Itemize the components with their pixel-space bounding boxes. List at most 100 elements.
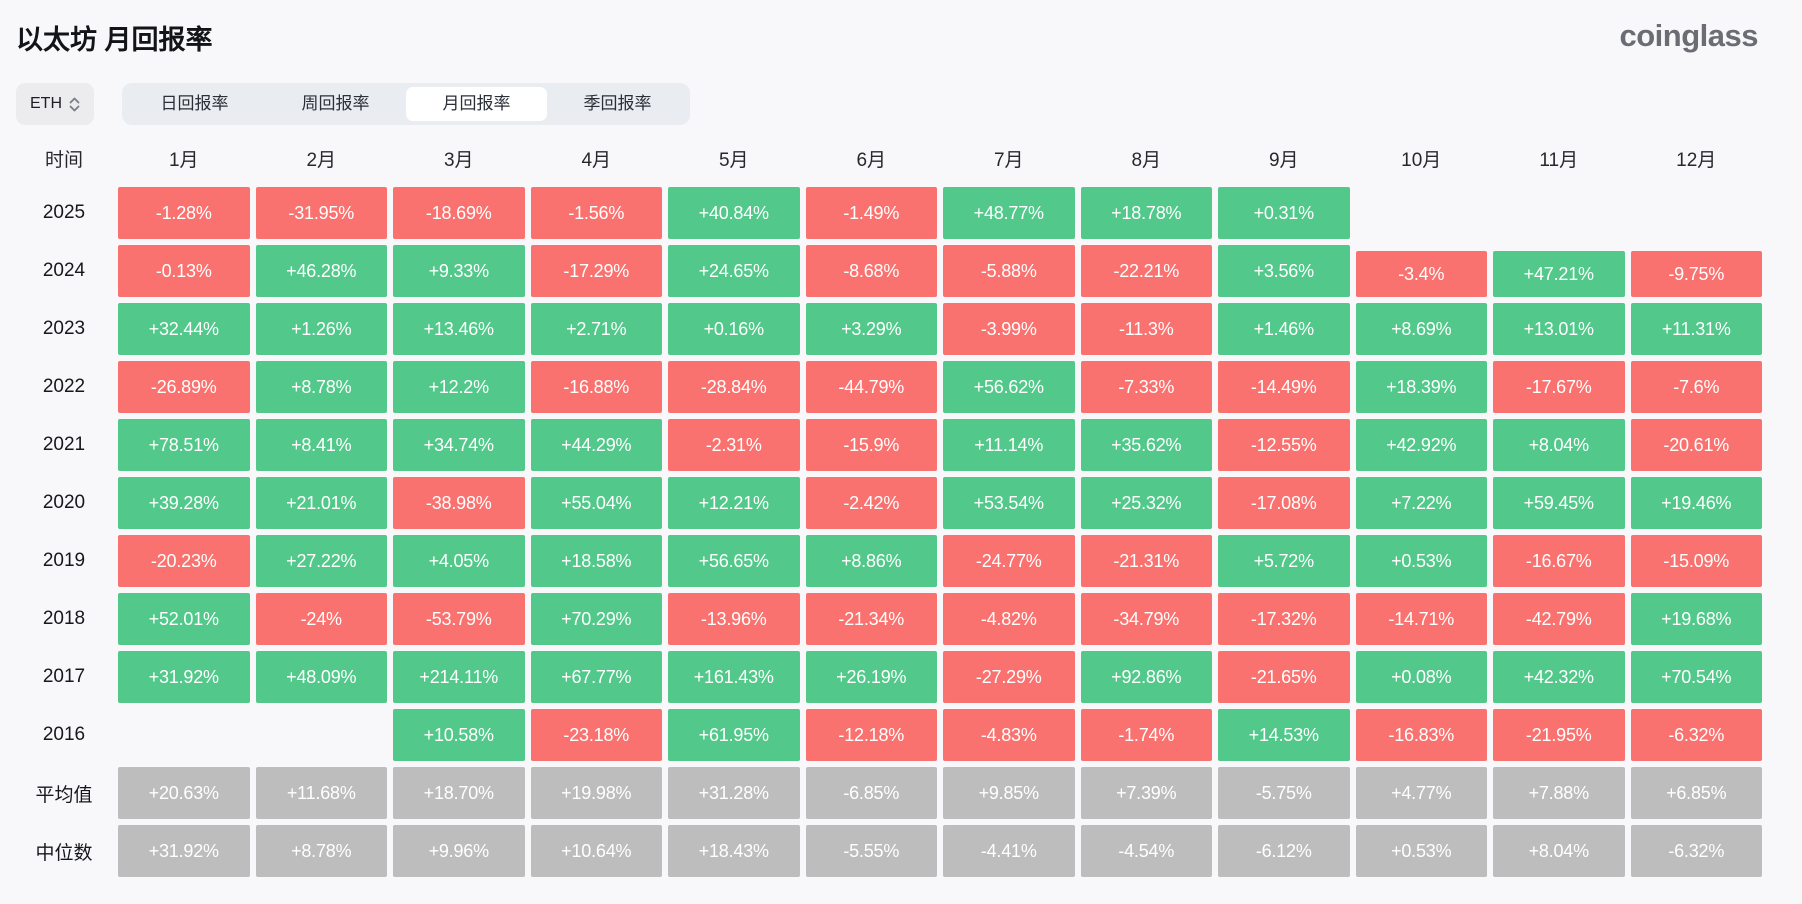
column-header-month: 5月 xyxy=(718,149,749,171)
return-cell: -5.55% xyxy=(805,825,937,877)
return-cell: +20.63% xyxy=(118,767,250,819)
return-cell: +0.53% xyxy=(1355,535,1487,587)
return-cell: +161.43% xyxy=(668,651,800,703)
return-cell: -4.83% xyxy=(943,709,1075,761)
return-cell: +35.62% xyxy=(1080,419,1212,471)
row-label: 中位数 xyxy=(35,842,93,864)
return-cell: +9.96% xyxy=(393,825,525,877)
return-cell: -17.67% xyxy=(1493,361,1625,413)
return-cell: +11.68% xyxy=(255,767,387,819)
return-cell: +12.21% xyxy=(668,477,800,529)
return-cell: -15.9% xyxy=(805,419,937,471)
column-header-month: 11月 xyxy=(1539,149,1579,171)
return-cell: +47.21% xyxy=(1493,251,1625,297)
column-header-month: 4月 xyxy=(581,149,612,171)
tab-monthly-return[interactable]: 月回报率 xyxy=(406,87,547,121)
column-header-time: 时间 xyxy=(44,149,83,171)
return-cell: +34.74% xyxy=(393,419,525,471)
coinglass-logo[interactable]: coinglass xyxy=(1619,18,1759,53)
return-cell: +18.70% xyxy=(393,767,525,819)
empty-cell xyxy=(1493,187,1625,239)
return-cell: -4.82% xyxy=(943,593,1075,645)
return-cell: +11.14% xyxy=(943,419,1075,471)
column-header-month: 1月 xyxy=(168,149,199,171)
return-cell: +8.04% xyxy=(1493,825,1625,877)
return-cell: -6.32% xyxy=(1630,709,1762,761)
return-cell: +59.45% xyxy=(1493,477,1625,529)
return-cell: +14.53% xyxy=(1218,709,1350,761)
return-cell: +48.77% xyxy=(943,187,1075,239)
symbol-select[interactable]: ETH xyxy=(16,83,94,125)
return-cell: +52.01% xyxy=(118,593,250,645)
return-cell: +78.51% xyxy=(118,419,250,471)
return-cell: -6.12% xyxy=(1218,825,1350,877)
return-cell: +21.01% xyxy=(255,477,387,529)
return-cell: +13.46% xyxy=(393,303,525,355)
return-cell: +56.62% xyxy=(943,361,1075,413)
column-header-month: 8月 xyxy=(1131,149,1162,171)
tab-daily-return[interactable]: 日回报率 xyxy=(160,94,229,113)
return-cell: +44.29% xyxy=(530,419,662,471)
return-cell: -34.79% xyxy=(1080,593,1212,645)
return-cell: -5.88% xyxy=(943,245,1075,297)
tab-quarterly-return[interactable]: 季回报率 xyxy=(583,94,652,113)
return-cell: +19.68% xyxy=(1630,593,1762,645)
return-cell: -8.68% xyxy=(805,245,937,297)
return-cell: +48.09% xyxy=(255,651,387,703)
return-cell: -17.32% xyxy=(1218,593,1350,645)
return-cell: -24.77% xyxy=(943,535,1075,587)
return-cell: +31.28% xyxy=(668,767,800,819)
table-row: 2016 +10.58% -23.18% +61.95% -12.18% -4.83% -1… xyxy=(16,709,1762,761)
return-cell: +27.22% xyxy=(255,535,387,587)
return-cell: +3.29% xyxy=(805,303,937,355)
return-cell: +42.92% xyxy=(1355,419,1487,471)
return-cell: +8.78% xyxy=(255,361,387,413)
row-label: 2017 xyxy=(42,666,86,687)
return-cell: +92.86% xyxy=(1080,651,1212,703)
return-cell: +53.54% xyxy=(943,477,1075,529)
return-cell: +10.58% xyxy=(393,709,525,761)
empty-cell xyxy=(256,709,388,761)
return-cell: +70.29% xyxy=(530,593,662,645)
return-cell: +0.08% xyxy=(1355,651,1487,703)
return-cell: -53.79% xyxy=(393,593,525,645)
return-cell: +9.33% xyxy=(393,245,525,297)
column-header-month: 12月 xyxy=(1676,149,1717,171)
column-header-month: 2月 xyxy=(306,149,337,171)
return-cell: -2.42% xyxy=(805,477,937,529)
return-cell: -1.56% xyxy=(530,187,662,239)
return-cell: -5.75% xyxy=(1218,767,1350,819)
return-cell: -24% xyxy=(255,593,387,645)
row-label: 2020 xyxy=(42,492,86,513)
return-cell: -12.55% xyxy=(1218,419,1350,471)
table-row: 中位数 +31.92% +8.78% +9.96% +10.64% +18.43% -5.5… xyxy=(16,825,1762,877)
tab-weekly-return[interactable]: 周回报率 xyxy=(301,94,370,113)
return-cell: +8.04% xyxy=(1493,419,1625,471)
return-cell: +18.58% xyxy=(530,535,662,587)
page: 以太坊 月回报率 coinglass ETH 日回报率 周回报率 月回报率 季回… xyxy=(16,18,1762,877)
table-body: 2025 -1.28% -31.95% -18.69% -1.56% +40.84% -1.… xyxy=(16,187,1762,877)
column-header-month: 3月 xyxy=(443,149,474,171)
return-cell: -44.79% xyxy=(805,361,937,413)
return-cell: -21.34% xyxy=(805,593,937,645)
table-row: 2018 +52.01% -24% -53.79% +70.29% -13.96% -21.… xyxy=(16,593,1762,645)
return-cell: -23.18% xyxy=(530,709,662,761)
return-cell: -1.74% xyxy=(1080,709,1212,761)
return-cell: +8.86% xyxy=(805,535,937,587)
table-row: 2020 +39.28% +21.01% -38.98% +55.04% +12.21% -… xyxy=(16,477,1762,529)
return-cell: +56.65% xyxy=(668,535,800,587)
return-cell: -20.61% xyxy=(1630,419,1762,471)
table-row: 2025 -1.28% -31.95% -18.69% -1.56% +40.84% -1.… xyxy=(16,187,1762,239)
return-cell: +32.44% xyxy=(118,303,250,355)
return-cell: +18.78% xyxy=(1080,187,1212,239)
return-cell: -6.32% xyxy=(1630,825,1762,877)
return-cell: -42.79% xyxy=(1493,593,1625,645)
return-cell: +3.56% xyxy=(1218,245,1350,297)
column-header-month: 7月 xyxy=(993,149,1024,171)
return-cell: -21.65% xyxy=(1218,651,1350,703)
row-label: 平均值 xyxy=(35,784,93,806)
return-cell: -7.33% xyxy=(1080,361,1212,413)
return-cell: +26.19% xyxy=(805,651,937,703)
return-cell: +70.54% xyxy=(1630,651,1762,703)
row-label: 2022 xyxy=(42,376,86,397)
